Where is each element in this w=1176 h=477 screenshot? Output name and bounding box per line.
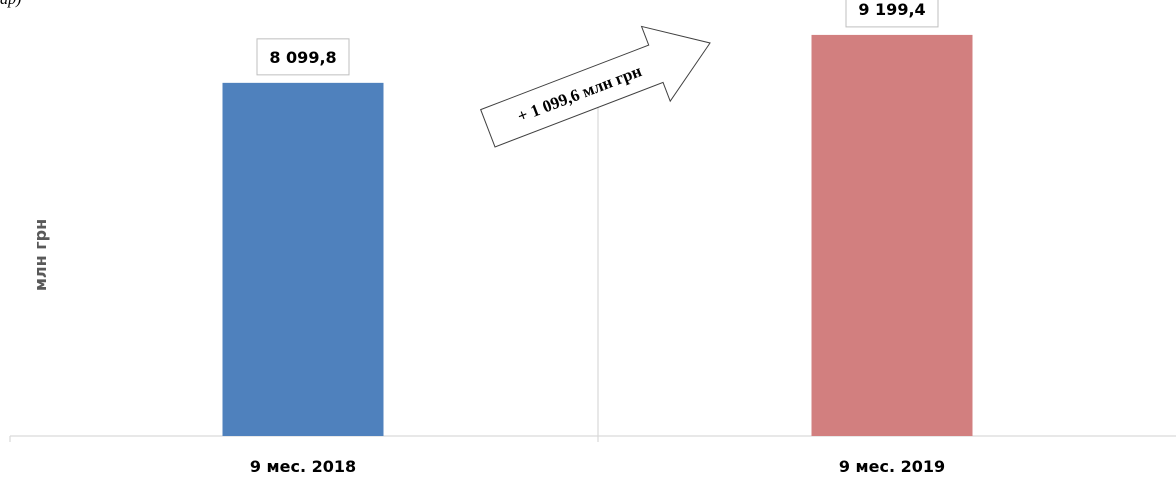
value-label-2019: 9 199,4 <box>858 0 925 19</box>
bar-9-mes-2019 <box>811 34 973 436</box>
top-text-fragment: ар) <box>0 0 21 9</box>
growth-arrow: + 1 099,6 млн грн <box>480 25 711 148</box>
x-tick-label-2019: 9 мес. 2019 <box>839 457 945 476</box>
value-label-box-2018 <box>256 38 350 76</box>
value-label-box-2019 <box>845 0 939 28</box>
value-label-2018: 8 099,8 <box>269 48 336 67</box>
growth-arrow-shape <box>480 25 711 148</box>
bar-9-mes-2018 <box>222 82 384 436</box>
x-tick-label-2018: 9 мес. 2018 <box>250 457 356 476</box>
y-axis-title: млн грн <box>31 219 50 291</box>
